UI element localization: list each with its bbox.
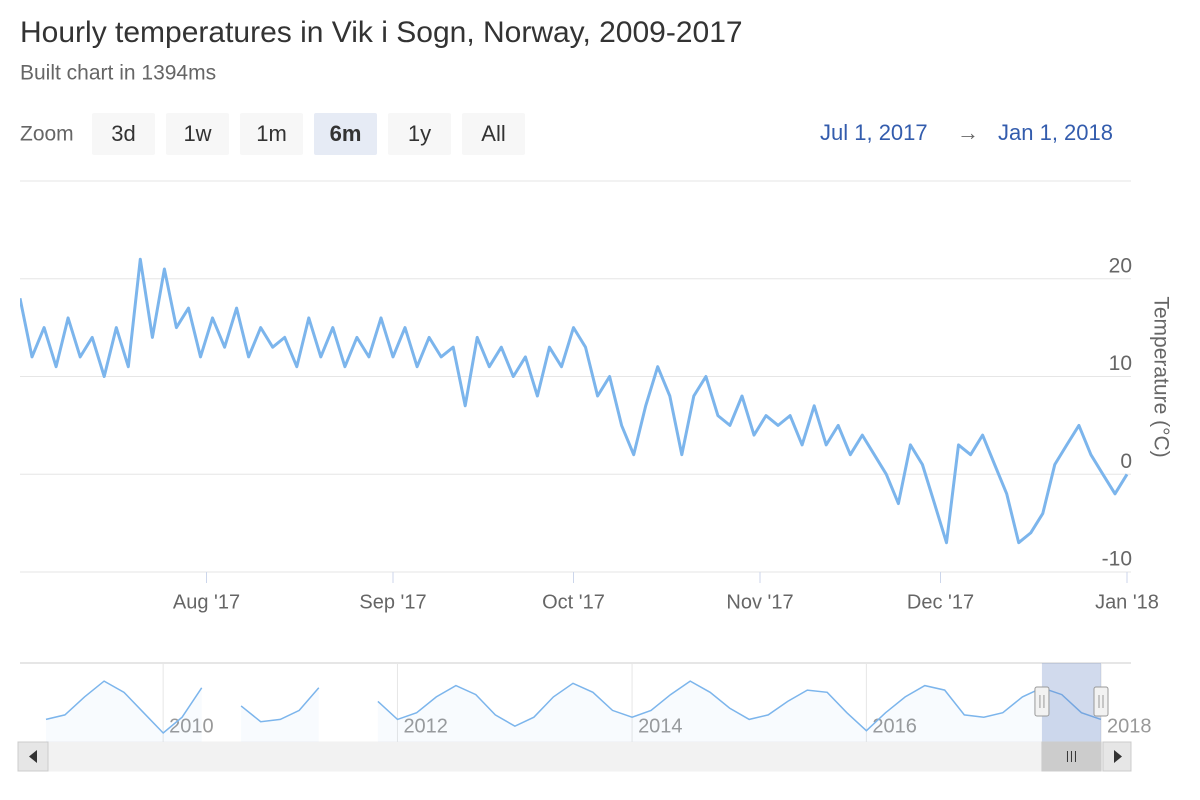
- navigator-selection[interactable]: [1041, 663, 1101, 742]
- x-tick-label: Nov '17: [726, 591, 793, 613]
- navigator: 2010 2012 2014 2016 2018: [45, 663, 1152, 742]
- scrollbar-track[interactable]: [17, 741, 1132, 772]
- zoom-button[interactable]: [240, 113, 303, 155]
- zoom-button-label[interactable]: 1w: [183, 121, 211, 146]
- zoom-button-label[interactable]: All: [481, 121, 505, 146]
- range-to: Jan 1, 2018: [998, 120, 1113, 145]
- zoom-button[interactable]: [314, 113, 377, 155]
- zoom-button[interactable]: [166, 113, 229, 155]
- zoom-label: Zoom: [20, 123, 74, 146]
- zoom-button-label[interactable]: 1y: [408, 121, 431, 146]
- y-tick-label: 20: [1109, 254, 1132, 277]
- navigator-handle[interactable]: [1034, 686, 1050, 717]
- scrollbar-right-arrow: [1114, 750, 1122, 763]
- navigator-tick-label: 2018: [1107, 715, 1152, 737]
- zoom-button-label[interactable]: 1m: [256, 121, 287, 146]
- zoom-button[interactable]: [388, 113, 451, 155]
- chart-title: Hourly temperatures in Vik i Sogn, Norwa…: [20, 16, 743, 49]
- scrollbar-left-arrow: [29, 750, 37, 763]
- x-tick-label: Oct '17: [542, 591, 605, 613]
- navigator-tick-label: 2014: [638, 715, 683, 737]
- x-tick-label: Aug '17: [173, 591, 240, 613]
- x-tick-label: Sep '17: [359, 591, 426, 613]
- x-tick-label: Jan '18: [1095, 591, 1159, 613]
- zoom-button-label[interactable]: 3d: [111, 121, 135, 146]
- y-tick-label: 10: [1109, 352, 1132, 375]
- navigator-tick-label: 2010: [169, 715, 214, 737]
- y-axis-title: Temperature (°C): [1149, 296, 1172, 457]
- x-tick-label: Dec '17: [907, 591, 974, 613]
- y-tick-label: 0: [1120, 450, 1132, 473]
- y-tick-label: -10: [1102, 548, 1132, 571]
- navigator-line: [45, 680, 1102, 735]
- zoom-button[interactable]: [462, 113, 525, 155]
- navigator-tick-label: 2012: [403, 715, 448, 737]
- range-separator: →: [957, 120, 979, 145]
- range-from[interactable]: Jul 1, 2017: [820, 120, 928, 145]
- chart-subtitle: Built chart in 1394ms: [20, 62, 216, 85]
- navigator-area: [377, 681, 1101, 742]
- zoom-button[interactable]: [92, 113, 155, 155]
- navigator-area: [46, 681, 202, 742]
- navigator-handle[interactable]: [1093, 686, 1109, 717]
- zoom-button-label[interactable]: 6m: [330, 121, 362, 146]
- temperature-line: [20, 257, 1129, 545]
- scrollbar-left-button[interactable]: [17, 741, 49, 772]
- navigator-tick-label: 2016: [872, 715, 917, 737]
- navigator-area: [241, 687, 319, 742]
